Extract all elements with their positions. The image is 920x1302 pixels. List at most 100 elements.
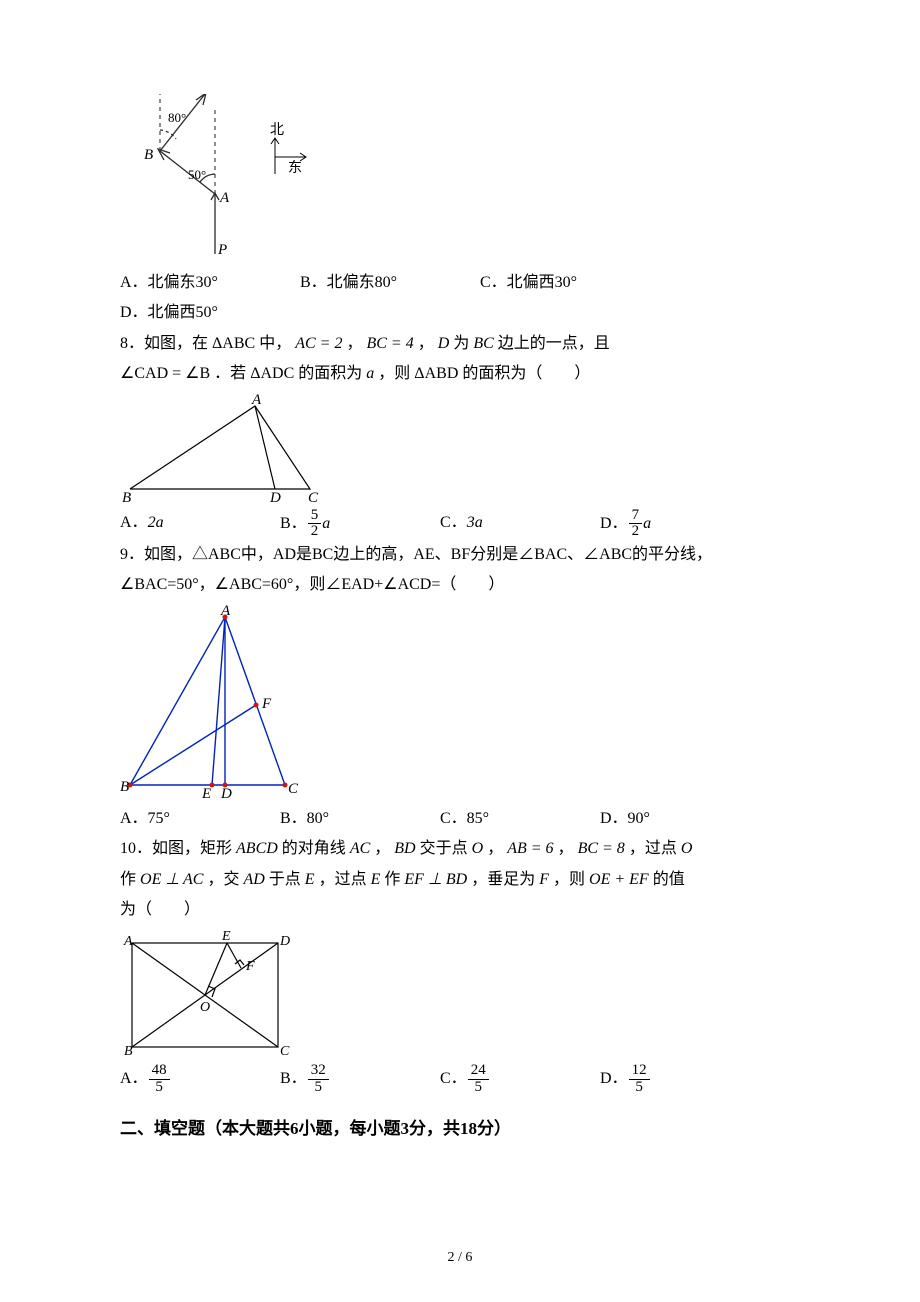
q10-oe: OE ⊥ AC xyxy=(140,871,203,888)
q10-bc2: BC = 8 xyxy=(578,840,625,857)
q8-svg: A B C D xyxy=(120,394,330,504)
q10-o2: O xyxy=(681,840,693,857)
q10-ef: EF ⊥ BD xyxy=(404,871,467,888)
q10-C: C xyxy=(280,1044,290,1059)
compass-east: 东 xyxy=(288,160,302,176)
q10-optB: B．325 xyxy=(280,1063,440,1096)
section2-title: 二、填空题（本大题共6小题，每小题3分，共18分） xyxy=(120,1113,800,1145)
q10-E: E xyxy=(221,929,231,944)
q10-bd: BD xyxy=(394,840,415,857)
q8-optA: A．2a xyxy=(120,508,280,541)
q9-optC: C．85° xyxy=(440,804,600,834)
q10-O: O xyxy=(200,1000,210,1015)
q8-figA: A xyxy=(251,394,262,408)
q10-t5: ， xyxy=(487,840,503,857)
q9-A: A xyxy=(220,605,231,619)
q10-t12: 作 xyxy=(384,871,400,888)
q10-ab: AB = 6 xyxy=(507,840,553,857)
q7-optD: D．北偏西50° xyxy=(120,298,300,328)
q7-B: B xyxy=(144,147,153,163)
q7-svg: 北 东 80° xyxy=(120,94,330,264)
q10-B: B xyxy=(124,1044,133,1059)
q8-line1: 8．如图，在 ΔABC 中， AC = 2 ， BC = 4 ， D 为 BC … xyxy=(120,329,800,359)
q8-bcl: BC xyxy=(473,335,493,352)
q8-figB: B xyxy=(122,490,131,504)
q8-d: D xyxy=(438,335,450,352)
q8-adc: ΔADC xyxy=(250,365,294,382)
q10-t15: 的值 xyxy=(653,871,685,888)
q10-optA-den: 5 xyxy=(149,1080,170,1096)
q8-optC-val: 3a xyxy=(467,514,483,531)
q10-f: F xyxy=(539,871,549,888)
q8-line2: ∠CAD = ∠B ．若 ΔADC 的面积为 a ，则 ΔABD 的面积为（ ） xyxy=(120,359,800,389)
q8-t5: 为 xyxy=(453,335,469,352)
q8-t7: ．若 xyxy=(214,365,246,382)
q10-t6: ， xyxy=(558,840,574,857)
q9-svg: A B C D E F xyxy=(120,605,310,800)
q10-t11: ，过点 xyxy=(319,871,367,888)
q10-e: E xyxy=(305,871,315,888)
q10-t8: 作 xyxy=(120,871,136,888)
q10-line3: 为（ ） xyxy=(120,895,800,925)
q8-optA-label: A． xyxy=(120,514,148,531)
q8-optB-den: 2 xyxy=(308,524,322,540)
q10-abcd: ABCD xyxy=(236,840,278,857)
q8-ang: ∠CAD = ∠B xyxy=(120,365,210,382)
page: 北 东 80° xyxy=(0,0,920,1302)
page-number: 2 / 6 xyxy=(0,1245,920,1272)
q10-t14: ，则 xyxy=(553,871,585,888)
q7-P: P xyxy=(217,242,227,258)
q8-optA-val: 2a xyxy=(148,514,164,531)
q9-line2: ∠BAC=50°，∠ABC=60°，则∠EAD+∠ACD=（ ） xyxy=(120,570,800,600)
q10-t1: 10．如图，矩形 xyxy=(120,840,232,857)
q10-optC-label: C． xyxy=(440,1070,467,1087)
q8-optB-label: B． xyxy=(280,514,307,531)
q8-t6: 边上的一点，且 xyxy=(498,335,610,352)
q8-t10: 的面积为（ ） xyxy=(462,365,590,382)
q8-ac: AC = 2 xyxy=(295,335,342,352)
q8-optC-label: C． xyxy=(440,514,467,531)
q9-C: C xyxy=(288,781,299,797)
q10-D: D xyxy=(279,934,290,949)
q8-t9: ，则 xyxy=(378,365,410,382)
q10-t13: ，垂足为 xyxy=(471,871,535,888)
q8-optC: C．3a xyxy=(440,508,600,541)
q7-optA: A．北偏东30° xyxy=(120,268,300,298)
q8-optD: D．72a xyxy=(600,508,760,541)
q10-optB-label: B． xyxy=(280,1070,307,1087)
q9-line1: 9．如图，△ABC中，AD是BC边上的高，AE、BF分别是∠BAC、∠ABC的平… xyxy=(120,540,800,570)
q10-optC-den: 5 xyxy=(468,1080,489,1096)
q8-optB-num: 5 xyxy=(308,508,322,525)
q10-optD-num: 12 xyxy=(629,1063,650,1080)
q10-ac: AC xyxy=(350,840,370,857)
q8-optD-suf: a xyxy=(643,514,651,531)
q8-t3: ， xyxy=(346,335,362,352)
q10-optD-label: D． xyxy=(600,1070,628,1087)
q10-optB-den: 5 xyxy=(308,1080,329,1096)
q9-F: F xyxy=(261,696,272,712)
q10-optA-label: A． xyxy=(120,1070,148,1087)
q10-t3: ， xyxy=(374,840,390,857)
q9-optA: A．75° xyxy=(120,804,280,834)
q9-figure: A B C D E F xyxy=(120,605,800,800)
q10-options: A．485 B．325 C．245 D．125 xyxy=(120,1063,800,1096)
q10-sum: OE + EF xyxy=(589,871,649,888)
q10-optC-num: 24 xyxy=(468,1063,489,1080)
q10-optD: D．125 xyxy=(600,1063,760,1096)
q9-optB: B．80° xyxy=(280,804,440,834)
q10-t7: ，过点 xyxy=(629,840,677,857)
q10-o: O xyxy=(472,840,484,857)
q10-t10: 于点 xyxy=(269,871,301,888)
q8-t2: 中， xyxy=(259,335,291,352)
q9-options: A．75° B．80° C．85° D．90° xyxy=(120,804,800,834)
q10-optA-num: 48 xyxy=(149,1063,170,1080)
q10-ad: AD xyxy=(243,871,264,888)
q9-E: E xyxy=(201,786,211,800)
q10-optC: C．245 xyxy=(440,1063,600,1096)
q10-t9: ，交 xyxy=(207,871,239,888)
compass-north: 北 xyxy=(270,122,284,138)
q8-a: a xyxy=(366,365,374,382)
q10-optB-num: 32 xyxy=(308,1063,329,1080)
q10-t2: 的对角线 xyxy=(282,840,346,857)
q8-bc: BC = 4 xyxy=(366,335,413,352)
